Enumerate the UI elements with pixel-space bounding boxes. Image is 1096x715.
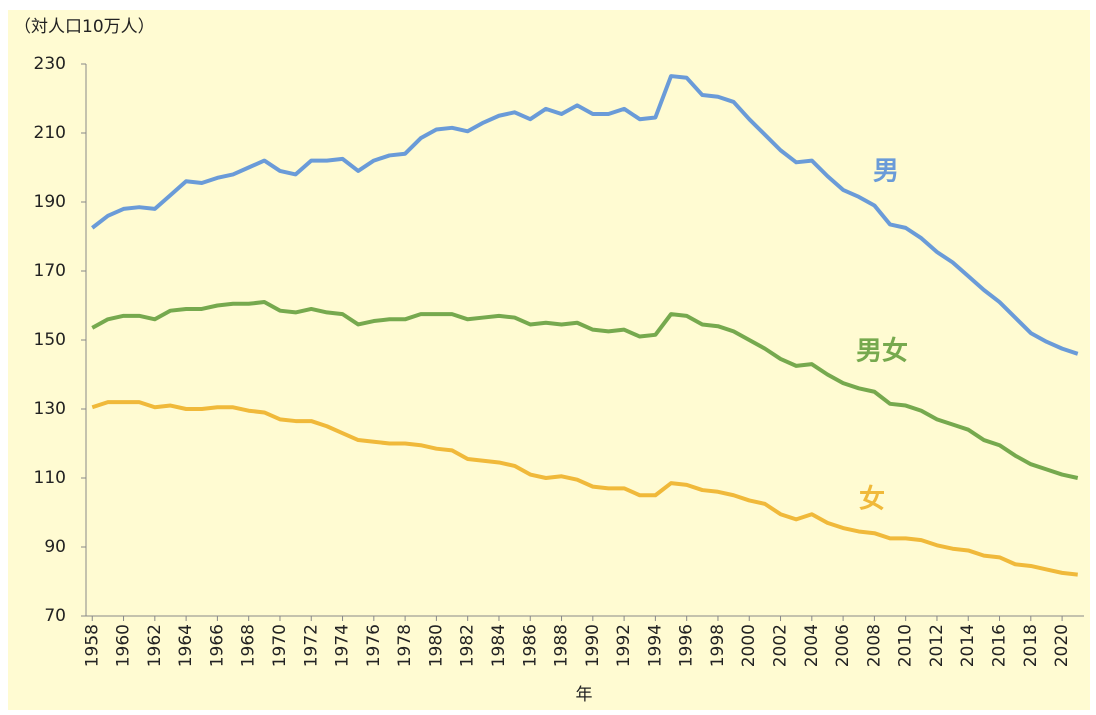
x-tick-label: 1988 bbox=[552, 624, 572, 667]
y-tick-label: 70 bbox=[44, 606, 66, 626]
series-line bbox=[91, 74, 1079, 356]
x-tick-label: 1992 bbox=[614, 624, 634, 667]
x-tick-label: 1982 bbox=[458, 624, 478, 667]
y-tick-label: 130 bbox=[34, 399, 66, 419]
x-tick-label: 1962 bbox=[145, 624, 165, 667]
x-tick-label: 1984 bbox=[489, 624, 509, 667]
y-tick-label: 230 bbox=[34, 54, 66, 74]
y-tick-label: 150 bbox=[34, 330, 66, 350]
x-tick-label: 1998 bbox=[708, 624, 728, 667]
x-tick-label: 1966 bbox=[207, 624, 227, 667]
x-tick-label: 2002 bbox=[771, 624, 791, 667]
x-tick-label: 1974 bbox=[333, 624, 353, 667]
series-label: 男 bbox=[873, 157, 899, 187]
x-tick-label: 1960 bbox=[114, 624, 134, 667]
x-tick-label: 1996 bbox=[677, 624, 697, 667]
x-tick-label: 1990 bbox=[583, 624, 603, 667]
x-tick-label: 1980 bbox=[426, 624, 446, 667]
x-tick-label: 2006 bbox=[833, 624, 853, 667]
series-line bbox=[91, 300, 1079, 480]
x-tick-label: 1964 bbox=[176, 624, 196, 667]
y-tick-label: 110 bbox=[34, 468, 66, 488]
x-tick-label: 2012 bbox=[927, 624, 947, 667]
series-line bbox=[91, 400, 1078, 577]
y-tick-label: 190 bbox=[34, 192, 66, 212]
x-tick-label: 2000 bbox=[739, 624, 759, 667]
x-axis-label: 年 bbox=[576, 685, 593, 705]
y-tick-label: 210 bbox=[34, 123, 66, 143]
x-tick-label: 1978 bbox=[395, 624, 415, 667]
x-tick-label: 1958 bbox=[82, 624, 102, 667]
x-tick-label: 2004 bbox=[802, 624, 822, 667]
x-tick-label: 1972 bbox=[301, 624, 321, 667]
plot-background bbox=[8, 10, 1090, 710]
x-tick-label: 2010 bbox=[896, 624, 916, 667]
x-tick-label: 1976 bbox=[364, 624, 384, 667]
series-label: 男女 bbox=[856, 336, 908, 367]
x-tick-label: 2018 bbox=[1021, 624, 1041, 667]
x-tick-label: 2014 bbox=[958, 624, 978, 667]
x-tick-label: 2020 bbox=[1052, 624, 1072, 667]
y-axis-label: （対人口10万人） bbox=[14, 17, 155, 37]
x-tick-label: 2008 bbox=[864, 624, 884, 667]
x-tick-label: 1970 bbox=[270, 624, 290, 667]
x-tick-label: 1986 bbox=[520, 624, 540, 667]
x-tick-label: 1968 bbox=[239, 624, 259, 667]
y-tick-label: 170 bbox=[34, 261, 66, 281]
x-tick-label: 1994 bbox=[645, 624, 665, 667]
y-tick-label: 90 bbox=[44, 537, 66, 557]
series-label: 女 bbox=[859, 484, 885, 515]
x-tick-label: 2016 bbox=[990, 624, 1010, 667]
